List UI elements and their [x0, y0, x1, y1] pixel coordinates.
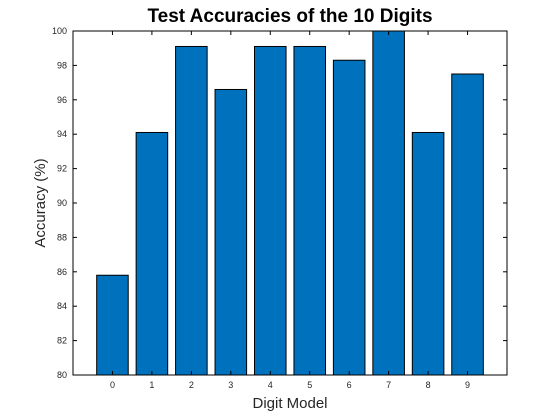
bars-group — [96, 30, 484, 376]
bar-digit-6 — [332, 59, 366, 376]
x-tick-label: 8 — [426, 380, 431, 390]
x-tick-label: 5 — [307, 380, 312, 390]
y-tick-label: 92 — [57, 164, 67, 174]
chart-title: Test Accuracies of the 10 Digits — [147, 6, 432, 27]
bar-digit-5 — [293, 45, 327, 376]
x-tick-label: 9 — [465, 380, 470, 390]
y-tick-label: 82 — [57, 336, 67, 346]
bar-digit-4 — [253, 45, 287, 376]
x-tick-label: 0 — [110, 380, 115, 390]
x-axis-ticks: 0 1 2 3 4 5 6 7 8 9 — [110, 31, 470, 390]
plot-area-frame — [72, 30, 508, 376]
x-tick-label: 6 — [347, 380, 352, 390]
y-tick-label: 84 — [57, 301, 67, 311]
x-tick-label: 7 — [386, 380, 391, 390]
x-tick-label: 4 — [268, 380, 273, 390]
y-tick-label: 94 — [57, 129, 67, 139]
y-axis-label: Accuracy (%) — [32, 158, 49, 247]
y-tick-label: 86 — [57, 267, 67, 277]
y-tick-label: 88 — [57, 232, 67, 242]
bar-digit-9 — [451, 73, 484, 376]
y-axis-ticks: 80 82 84 86 88 90 92 94 96 98 100 — [52, 26, 507, 380]
y-tick-label: 80 — [57, 370, 67, 380]
bar-digit-8 — [411, 131, 445, 376]
x-tick-label: 3 — [228, 380, 233, 390]
x-axis-label: Digit Model — [252, 395, 327, 412]
y-tick-label: 100 — [52, 26, 67, 36]
y-tick-label: 90 — [57, 198, 67, 208]
x-tick-label: 1 — [149, 380, 154, 390]
y-tick-label: 96 — [57, 95, 67, 105]
bar-digit-3 — [214, 88, 248, 376]
y-tick-label: 98 — [57, 60, 67, 70]
bar-digit-7 — [372, 30, 405, 376]
bar-digit-0 — [96, 274, 129, 376]
bar-digit-2 — [175, 45, 208, 376]
x-tick-label: 2 — [189, 380, 194, 390]
bar-digit-1 — [135, 131, 169, 376]
